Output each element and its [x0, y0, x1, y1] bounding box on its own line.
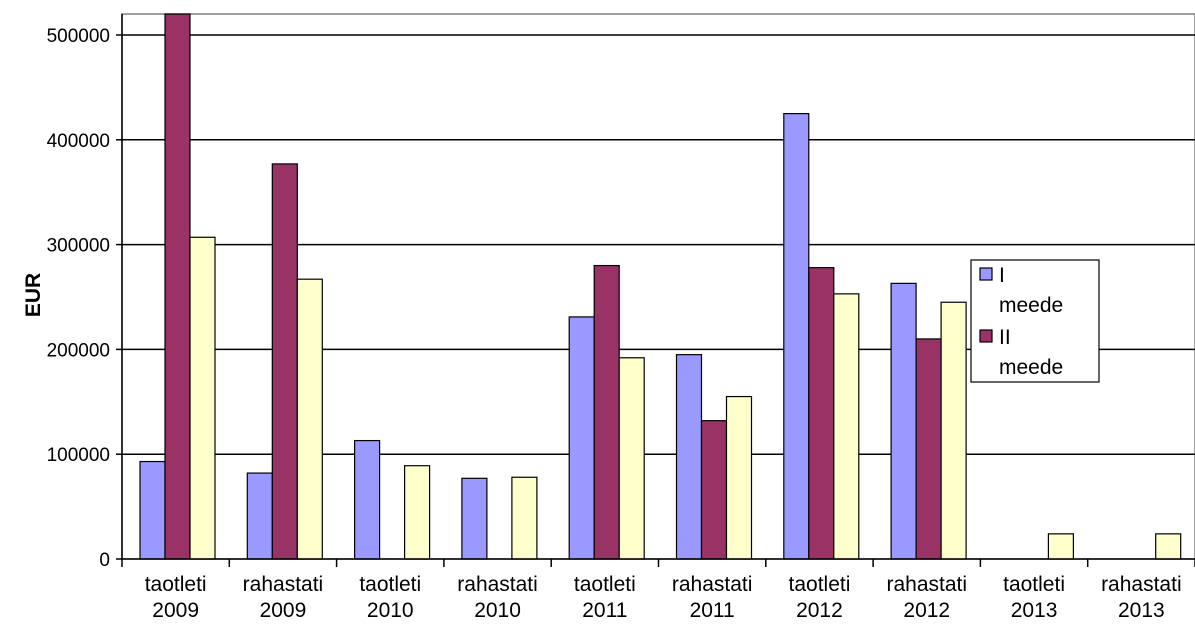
legend-label: meede — [999, 356, 1063, 379]
y-tick-label: 0 — [99, 550, 110, 571]
bar-series-2 — [593, 264, 620, 560]
x-tick-label: taotleti — [145, 573, 207, 596]
legend-swatch — [979, 267, 993, 281]
legend-swatch — [979, 329, 993, 343]
y-tick-label: 400000 — [47, 131, 110, 152]
legend-label: I — [999, 264, 1005, 287]
x-tick-label: 2009 — [260, 599, 307, 622]
x-tick-label: 2010 — [474, 599, 521, 622]
x-tick-label: 2011 — [582, 599, 627, 622]
x-tick-label: 2009 — [152, 599, 199, 622]
x-tick-label: 2010 — [367, 599, 414, 622]
bar-series-3 — [940, 301, 967, 560]
x-tick-label: rahastati — [672, 573, 753, 596]
bar-series-1 — [890, 282, 917, 560]
bar-series-1 — [139, 460, 166, 560]
x-tick-label: 2013 — [1118, 599, 1165, 622]
y-tick-label: 100000 — [47, 445, 110, 466]
x-tick-label: 2011 — [690, 599, 735, 622]
x-tick-label: taotleti — [1003, 573, 1065, 596]
bar-series-3 — [1155, 533, 1182, 560]
bar-series-1 — [568, 316, 595, 560]
x-tick-label: rahastati — [243, 573, 324, 596]
bar-series-1 — [246, 472, 273, 560]
x-tick-label: rahastati — [1101, 573, 1182, 596]
bar-series-3 — [404, 465, 431, 560]
bar-series-3 — [1047, 533, 1075, 560]
bar-series-2 — [700, 420, 728, 560]
bar-series-3 — [511, 476, 538, 560]
x-tick-label: 2013 — [1011, 599, 1058, 622]
x-tick-label: taotleti — [574, 573, 636, 596]
bar-series-1 — [461, 477, 488, 560]
bar-series-2 — [808, 267, 835, 560]
bar-series-3 — [296, 278, 323, 560]
legend-label: II — [999, 326, 1011, 349]
y-tick-labels: 0 100000 200000 300000 400000 500000 — [47, 26, 110, 571]
bar-series-3 — [725, 395, 753, 560]
bar-series-1 — [783, 112, 810, 560]
legend-label: meede — [999, 294, 1063, 317]
x-tick-label: taotleti — [789, 573, 851, 596]
bar-series-2 — [915, 338, 942, 560]
y-tick-label: 500000 — [47, 26, 110, 47]
y-tick-label: 200000 — [47, 340, 110, 361]
bar-series-3 — [189, 236, 216, 560]
x-tick-label: rahastati — [457, 573, 538, 596]
x-tick-label: rahastati — [886, 573, 967, 596]
x-tick-labels: taotleti 2009 rahastati 2009 taotleti 2010 rah… — [145, 573, 1182, 622]
y-axis-label: EUR — [22, 273, 45, 317]
x-tick-label: 2012 — [903, 599, 950, 622]
y-tick-label: 300000 — [47, 236, 110, 257]
bar-series-3 — [833, 293, 860, 560]
bar-series-1 — [675, 354, 703, 560]
bar-series-1 — [354, 439, 381, 560]
bar-series-2 — [164, 13, 191, 560]
bar-series-2 — [271, 163, 298, 560]
bars — [139, 13, 1182, 560]
bar-series-3 — [618, 357, 645, 560]
x-tick-label: 2012 — [796, 599, 843, 622]
x-tick-label: taotleti — [359, 573, 421, 596]
axes — [116, 14, 1195, 567]
